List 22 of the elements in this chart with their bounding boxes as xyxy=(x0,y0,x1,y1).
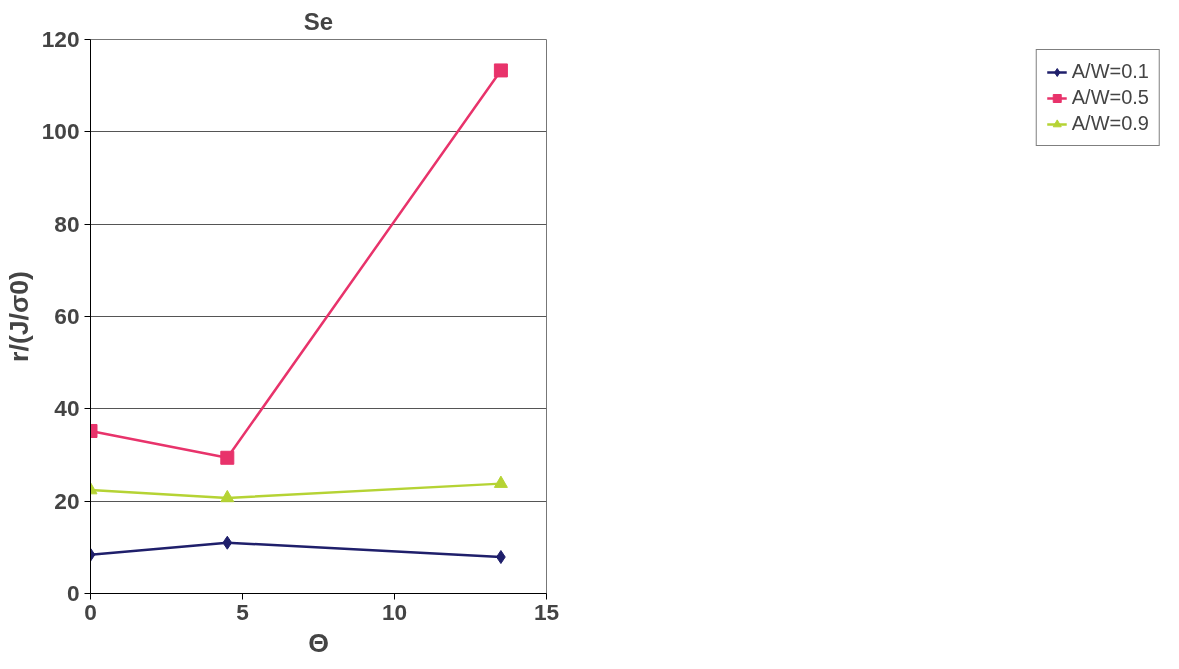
legend-label: A/W=0.1 xyxy=(1071,60,1149,83)
y-tick-label: 100 xyxy=(41,118,80,145)
x-axis-title: Θ xyxy=(308,627,329,658)
y-tick-label: 0 xyxy=(66,580,80,606)
point xyxy=(220,450,235,465)
point xyxy=(493,475,508,488)
y-tick-label: 120 xyxy=(41,26,80,52)
x-tick-label: 10 xyxy=(381,598,408,625)
point xyxy=(220,489,235,503)
point xyxy=(493,63,508,78)
x-tick-label: 15 xyxy=(533,598,560,625)
chart-title: Se xyxy=(303,7,334,35)
x-tick-label: 5 xyxy=(236,598,249,625)
y-axis-title: r/(J/σ0) xyxy=(3,271,34,362)
y-tick-label: 40 xyxy=(54,395,80,422)
x-tick-label: 0 xyxy=(84,598,97,625)
point xyxy=(222,535,233,550)
legend-label: A/W=0.5 xyxy=(1071,86,1149,109)
legend-label: A/W=0.9 xyxy=(1071,112,1149,135)
y-tick-label: 60 xyxy=(54,303,80,329)
y-tick-label: 20 xyxy=(54,487,80,514)
y-tick-label: 80 xyxy=(54,210,80,237)
